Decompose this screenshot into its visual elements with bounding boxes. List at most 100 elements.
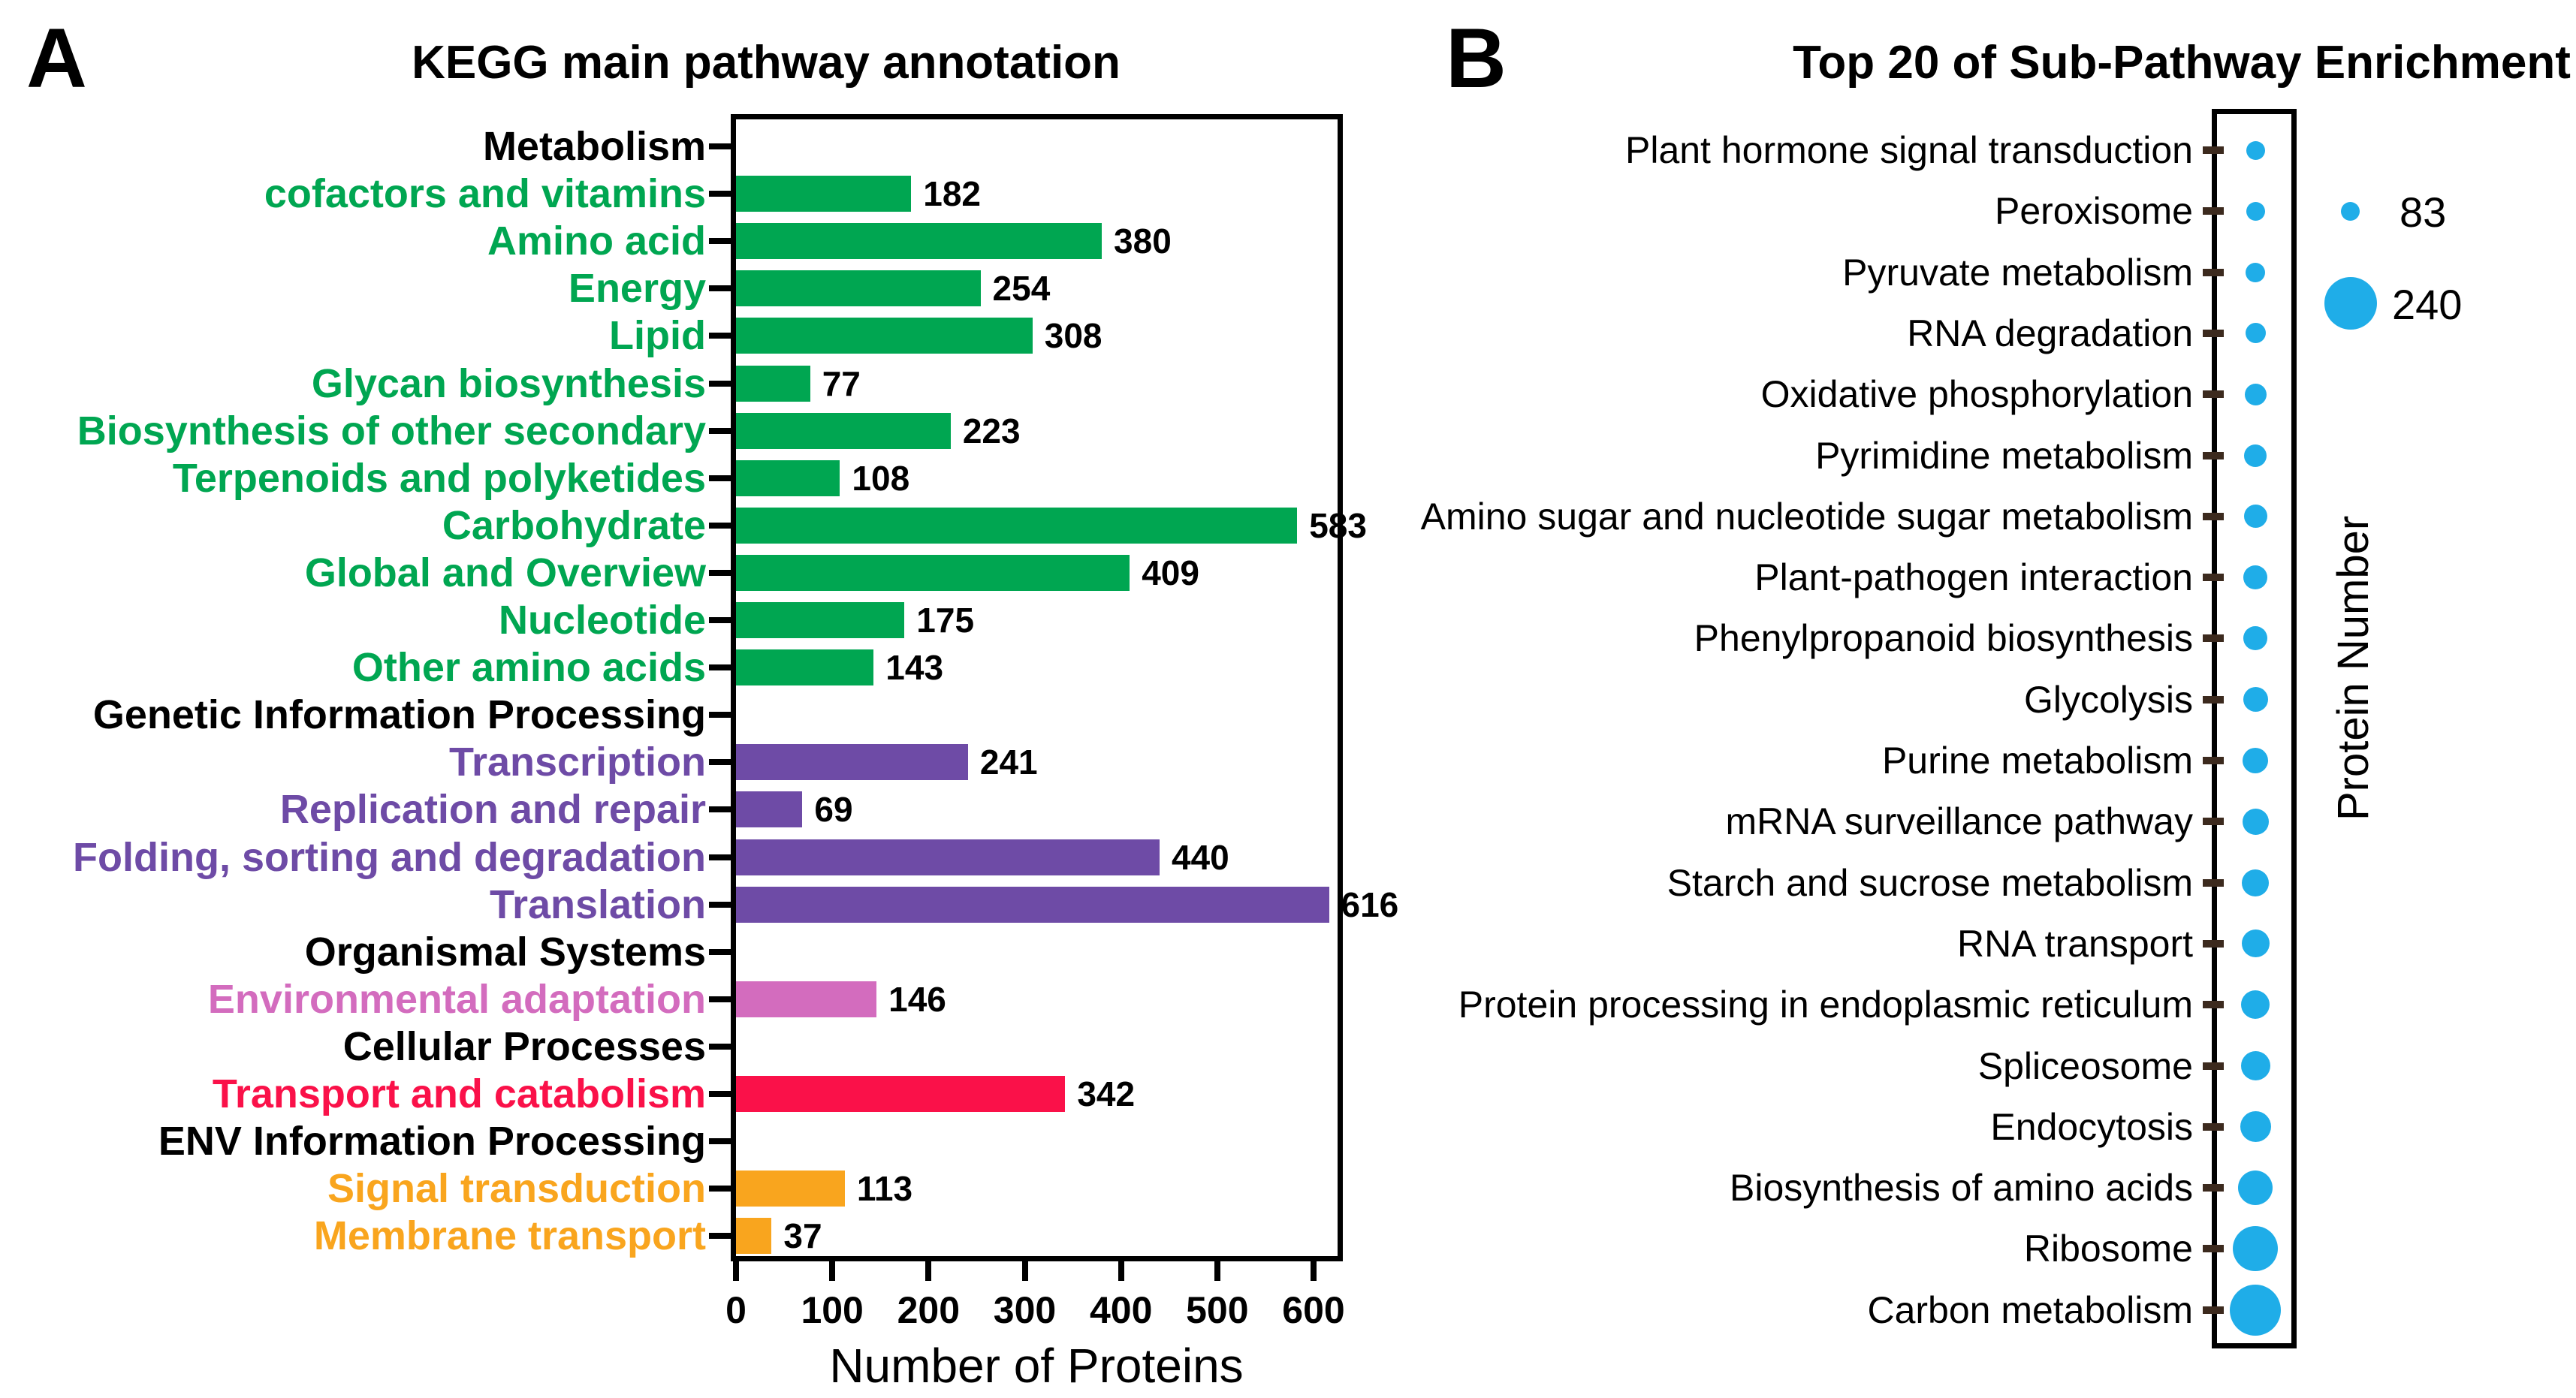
panel-b-pathway-label: Pyruvate metabolism (1842, 251, 2193, 294)
protein-number-dot (2244, 444, 2267, 467)
panel-b-y-tick (2203, 1062, 2224, 1070)
panel-b-y-tick (2203, 512, 2224, 520)
bar-replication-and-repair (736, 791, 803, 828)
panel-a-x-tick-label: 100 (801, 1289, 864, 1331)
bar-value-label: 254 (992, 269, 1051, 309)
panel-b-pathway-label: RNA transport (1956, 922, 2193, 965)
panel-b-y-tick (2203, 1184, 2224, 1192)
protein-number-dot (2243, 565, 2267, 590)
bar-transcription (736, 744, 968, 781)
bar-value-label: 380 (1114, 221, 1172, 261)
panel-a-category-label: Signal transduction (327, 1166, 706, 1212)
bar-carbohydrate (736, 507, 1298, 544)
panel-a-y-tick (709, 1091, 731, 1097)
panel-a-y-tick (709, 333, 731, 339)
panel-a-y-tick (709, 617, 731, 623)
panel-a-category-label: Environmental adaptation (207, 976, 706, 1022)
panel-a-category-label: ENV Information Processing (158, 1119, 706, 1164)
bar-value-label: 143 (885, 648, 944, 688)
panel-b-pathway-label: Starch and sucrose metabolism (1667, 861, 2193, 904)
panel-b-y-tick (2203, 451, 2224, 459)
panel-a-category-label: Folding, sorting and degradation (73, 834, 706, 880)
bar-transport-and-catabolism (736, 1076, 1066, 1112)
panel-a-y-tick (709, 475, 731, 481)
panel-a-y-tick (709, 712, 731, 719)
panel-b-pathway-label: Pyrimidine metabolism (1815, 434, 2193, 477)
panel-a-category-label: Terpenoids and polyketides (172, 455, 706, 501)
bar-terpenoids-and-polyketides (736, 459, 840, 496)
bar-value-label: 37 (783, 1216, 822, 1256)
panel-a-y-tick (709, 901, 731, 908)
panel-b-y-tick (2203, 1245, 2224, 1253)
bar-value-label: 69 (814, 790, 853, 830)
panel-a-y-tick (709, 1186, 731, 1192)
panel-a-category-label: Glycan biosynthesis (311, 360, 706, 406)
panel-b-pathway-label: Plant-pathogen interaction (1754, 556, 2193, 599)
panel-a-x-tick (1021, 1261, 1028, 1281)
panel-a-letter: A (26, 11, 87, 105)
bar-cofactors-and-vitamins (736, 176, 912, 212)
panel-b-y-tick (2203, 1306, 2224, 1314)
panel-a-category-label: Metabolism (482, 124, 706, 169)
bar-amino-acid (736, 223, 1102, 260)
panel-b-y-tick (2203, 329, 2224, 337)
panel-a-title: KEGG main pathway annotation (412, 37, 1121, 89)
bar-other-amino-acids (736, 649, 874, 686)
panel-a-y-tick (709, 1043, 731, 1050)
panel-a-y-tick (709, 285, 731, 292)
panel-a-category-label: Nucleotide (498, 598, 706, 643)
panel-a-y-tick (709, 380, 731, 387)
protein-number-dot (2241, 990, 2270, 1020)
panel-b-pathway-label: mRNA surveillance pathway (1725, 800, 2194, 843)
panel-a-x-tick (1311, 1261, 1317, 1281)
protein-number-dot (2242, 869, 2269, 896)
panel-b-pathway-label: Ribosome (2023, 1228, 2193, 1270)
bar-lipid (736, 318, 1033, 354)
bar-value-label: 616 (1341, 884, 1399, 924)
bar-signal-transduction (736, 1171, 845, 1207)
panel-b-pathway-label: Glycolysis (2023, 678, 2193, 721)
protein-number-dot (2243, 626, 2267, 651)
bar-membrane-transport (736, 1218, 772, 1255)
bar-value-label: 108 (852, 458, 910, 498)
panel-a-category-label: Lipid (609, 313, 706, 359)
panel-a-x-tick-label: 0 (725, 1289, 747, 1331)
protein-number-dot (2243, 687, 2268, 713)
protein-number-dot (2246, 262, 2265, 282)
panel-a-x-tick (1214, 1261, 1220, 1281)
panel-a-y-tick (709, 1233, 731, 1240)
panel-b-y-tick (2203, 757, 2224, 764)
panel-b-y-tick (2203, 146, 2224, 154)
panel-a-category-label: cofactors and vitamins (264, 171, 706, 217)
panel-b-y-tick (2203, 268, 2224, 276)
bar-value-label: 342 (1077, 1074, 1136, 1113)
bar-environmental-adaptation (736, 981, 877, 1017)
panel-a-y-tick (709, 522, 731, 529)
bar-value-label: 241 (979, 743, 1038, 782)
bar-value-label: 146 (888, 979, 946, 1019)
bar-glycan-biosynthesis (736, 365, 810, 402)
protein-number-dot (2242, 808, 2269, 835)
panel-a-category-label: Amino acid (487, 218, 706, 264)
protein-number-dot (2246, 201, 2265, 221)
bar-value-label: 223 (962, 411, 1021, 450)
panel-a-category-label: Other amino acids (351, 645, 706, 691)
legend-value-small: 83 (2400, 188, 2447, 236)
panel-a-category-label: Global and Overview (304, 550, 706, 595)
protein-number-dot (2233, 1226, 2278, 1272)
legend-value-large: 240 (2392, 281, 2463, 328)
protein-number-dot (2241, 929, 2270, 958)
panel-a-x-tick (1118, 1261, 1124, 1281)
protein-number-dot (2243, 505, 2267, 529)
panel-b-y-tick (2203, 1001, 2224, 1009)
panel-a-category-label: Transport and catabolism (212, 1071, 706, 1116)
protein-number-dot (2240, 1111, 2271, 1143)
bar-folding-sorting-and-degradation (736, 839, 1160, 875)
panel-b-pathway-label: RNA degradation (1907, 312, 2193, 354)
bar-value-label: 583 (1309, 505, 1367, 545)
panel-b-size-legend-title: Protein Number (2329, 515, 2378, 821)
panel-a-y-tick (709, 664, 731, 671)
bar-value-label: 113 (856, 1169, 913, 1209)
panel-a-category-label: Transcription (448, 740, 706, 785)
panel-b-pathway-label: Protein processing in endoplasmic reticu… (1458, 984, 2193, 1026)
